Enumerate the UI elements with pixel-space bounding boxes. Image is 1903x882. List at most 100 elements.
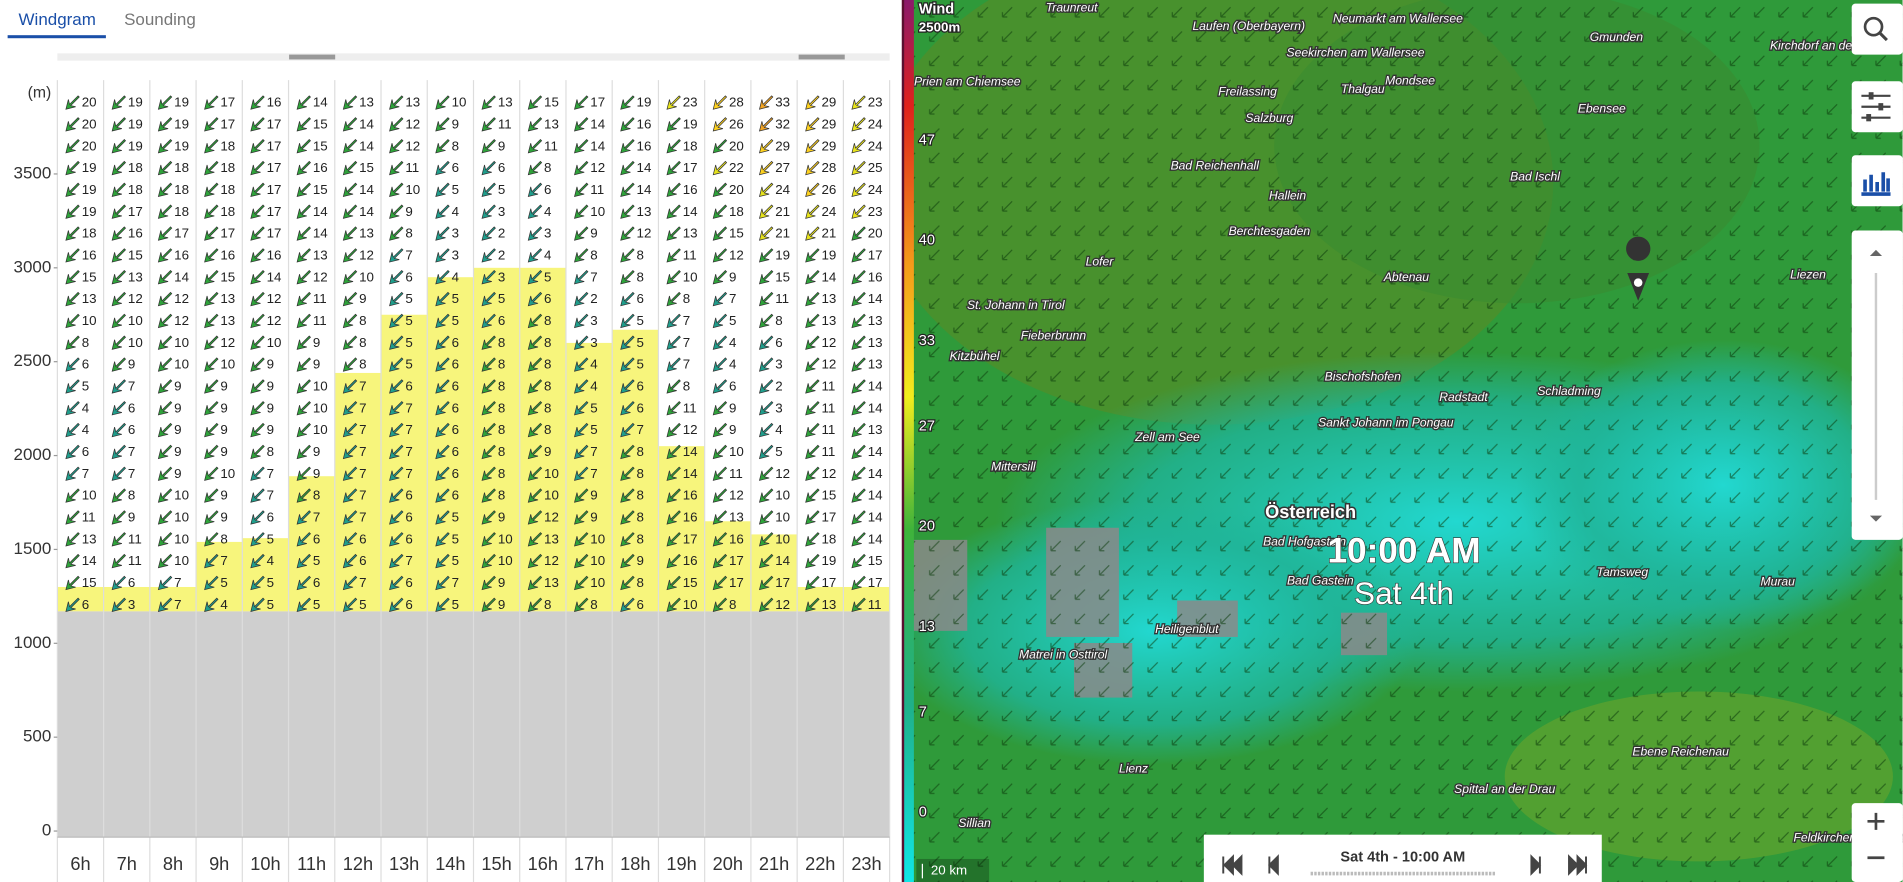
wind-arrow	[666, 444, 681, 460]
toolbar: 20 km Sat 4th - 10:00 AM	[916, 3, 1903, 882]
wind-speed: 17	[729, 575, 744, 590]
wind-arrow	[574, 335, 589, 350]
wind-speed: 19	[637, 95, 652, 110]
wind-arrow	[435, 139, 450, 154]
tab[interactable]: Sounding	[124, 10, 196, 29]
wind-speed: 16	[313, 160, 328, 175]
wind-speed: 6	[267, 510, 274, 525]
wind-arrow	[712, 444, 728, 460]
wind-speed: 14	[359, 116, 374, 131]
wind-speed: 12	[128, 291, 143, 306]
wind-arrow	[805, 532, 820, 547]
wind-arrow	[712, 379, 728, 394]
wind-arrow	[65, 575, 80, 591]
wind-speed: 15	[359, 160, 374, 175]
wind-speed: 7	[128, 379, 135, 394]
wind-speed: 11	[868, 597, 882, 612]
wind-speed: 7	[405, 444, 412, 459]
place-label: Mittersill	[991, 459, 1036, 473]
ground	[196, 611, 243, 838]
timeline-strip	[289, 54, 336, 60]
wind-speed: 19	[775, 248, 790, 263]
divider[interactable]	[901, 0, 906, 882]
wind-arrow	[805, 313, 820, 329]
wind-speed: 13	[544, 575, 559, 590]
wind-arrow	[574, 160, 589, 176]
boundary-layer	[103, 586, 150, 612]
wind-arrow	[342, 532, 358, 547]
wind-speed: 12	[267, 291, 282, 306]
place-label: Sillian	[958, 816, 991, 830]
wind-arrow	[342, 466, 358, 481]
wind-speed: 12	[174, 313, 189, 328]
wind-arrow	[481, 553, 496, 569]
timeline-label[interactable]: Sat 4th - 10:00 AM	[1340, 850, 1465, 866]
wind-arrow	[666, 248, 681, 263]
x-tick-label: 12h	[343, 854, 373, 874]
wind-arrow	[389, 422, 404, 438]
ground	[797, 611, 844, 838]
wind-arrow	[851, 335, 866, 350]
ground	[427, 611, 474, 838]
wind-arrow	[389, 182, 404, 198]
wind-speed: 6	[128, 422, 135, 437]
wind-arrow	[527, 532, 543, 547]
wind-speed: 8	[498, 444, 505, 459]
place-label: Tamsweg	[1597, 565, 1649, 579]
wind-speed: 20	[868, 226, 883, 241]
x-tick-label: 22h	[805, 854, 835, 874]
wind-speed: 19	[82, 204, 97, 219]
wind-speed: 6	[452, 444, 459, 459]
wind-arrow	[111, 291, 127, 307]
wind-arrow	[805, 335, 820, 350]
tab[interactable]: Windgram	[19, 10, 96, 29]
wind-speed: 15	[821, 488, 836, 503]
wind-speed: 5	[405, 313, 412, 328]
wind-arrow	[620, 270, 635, 285]
wind-speed: 16	[683, 182, 698, 197]
wind-arrow	[527, 270, 543, 285]
wind-speed: 14	[868, 531, 883, 546]
wind-speed: 9	[313, 444, 320, 459]
wind-speed: 24	[775, 182, 790, 197]
zoom-control[interactable]	[1851, 803, 1903, 882]
wind-arrow	[342, 139, 358, 154]
wind-arrow	[758, 357, 774, 372]
wind-arrow	[805, 379, 820, 394]
wind-speed: 17	[267, 182, 282, 197]
wind-speed: 10	[498, 531, 513, 546]
wind-arrow	[851, 95, 866, 110]
wind-speed: 13	[359, 95, 374, 110]
wind-arrow	[481, 204, 496, 219]
wind-arrow	[250, 488, 265, 503]
windgram-button[interactable]	[1851, 155, 1903, 207]
wind-arrow	[805, 466, 820, 481]
wind-arrow	[620, 597, 635, 612]
wind-arrow	[204, 160, 219, 176]
wind-speed: 23	[683, 95, 698, 110]
map[interactable]: Traunreut Laufen (Oberbayern) Neumarkt am …	[874, 0, 1903, 882]
wind-arrow	[435, 313, 450, 329]
wind-arrow	[342, 313, 358, 329]
wind-arrow	[389, 226, 404, 241]
search-button[interactable]	[1851, 3, 1903, 55]
wind-arrow	[758, 444, 774, 460]
wind-speed: 17	[267, 116, 282, 131]
wind-speed: 11	[821, 379, 835, 394]
wind-arrow	[666, 379, 681, 394]
wind-speed: 6	[452, 160, 459, 175]
boundary-layer	[288, 476, 335, 612]
wind-speed: 7	[359, 488, 366, 503]
wind-speed: 5	[267, 597, 274, 612]
wind-arrow	[157, 575, 173, 591]
wind-arrow	[435, 248, 450, 263]
wind-arrow	[65, 379, 80, 394]
wind-arrow	[666, 488, 681, 503]
x-tick-label: 15h	[481, 854, 511, 874]
wind-arrow	[296, 466, 311, 481]
wind-speed: 6	[82, 597, 89, 612]
wind-arrow	[65, 182, 80, 198]
wind-arrow	[574, 357, 589, 372]
wind-speed: 23	[868, 204, 883, 219]
wind-arrow	[296, 401, 311, 416]
